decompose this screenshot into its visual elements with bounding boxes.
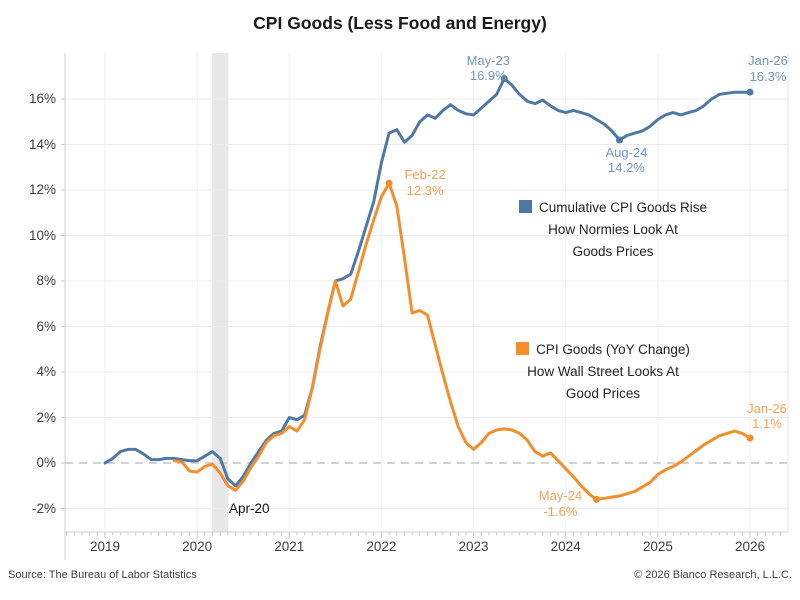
annotation-line: -1.6%	[543, 503, 578, 519]
recession-band	[211, 53, 229, 532]
legend-label: Cumulative CPI Goods Rise	[538, 200, 708, 215]
annotation-line: 12.3%	[406, 182, 444, 198]
data-point-dot-feb-22-peak	[385, 179, 393, 187]
y-tick-label: 6%	[36, 318, 56, 334]
annotation-line: Jan-26	[748, 53, 788, 69]
annotation-line: 14.2%	[608, 160, 645, 176]
legend-subtitle: Goods Prices	[572, 244, 654, 259]
x-tick-label: 2023	[458, 539, 489, 554]
copyright-note: © 2026 Bianco Research, L.L.C.	[634, 569, 792, 581]
y-tick-label: 2%	[36, 409, 56, 425]
legend-row: CPI Goods (YoY Change)	[453, 339, 753, 361]
chart-title: CPI Goods (Less Food and Energy)	[253, 13, 547, 33]
data-point-dot-may-24-trough	[592, 495, 600, 503]
x-tick-label: 2022	[366, 539, 397, 554]
y-tick-label: 10%	[28, 227, 56, 243]
legend-row: Cumulative CPI Goods Rise	[463, 197, 763, 219]
x-tick-label: 2024	[550, 539, 581, 554]
annotation-line: 16.3%	[749, 68, 787, 84]
x-tick-label: 2026	[734, 539, 766, 554]
legend-swatch-orange-icon	[516, 342, 530, 355]
annotation-line: May-23	[466, 52, 510, 68]
legend-label: CPI Goods (YoY Change)	[536, 342, 690, 357]
legend-yoy-cpi: CPI Goods (YoY Change) How Wall Street L…	[453, 339, 753, 405]
annotation-line: Feb-22	[404, 167, 446, 183]
yoy-cpi-line	[172, 181, 752, 501]
data-point-dot-jan-26-cumulative	[746, 88, 754, 96]
annotation-line: 16.9%	[469, 68, 507, 84]
y-tick-label: -2%	[31, 500, 56, 516]
annotation-feb-22-peak: Feb-22 12.3%	[404, 167, 445, 198]
source-note: Source: The Bureau of Labor Statistics	[8, 569, 197, 581]
annotation-jan-26-yoy: Jan-26 1.1%	[747, 401, 787, 432]
annotation-may-24-trough: May-24 -1.6%	[539, 488, 582, 519]
legend-swatch-blue-icon	[518, 200, 532, 213]
annotation-may-23-peak: May-23 16.9%	[467, 53, 510, 84]
y-tick-label: 14%	[28, 136, 56, 152]
data-point-dot-may-23-peak	[500, 75, 508, 83]
data-point-dot-jan-26-yoy	[746, 434, 754, 442]
legend-subtitle: Good Prices	[565, 386, 641, 401]
y-tick-label: 4%	[36, 364, 56, 379]
y-tick-label: 16%	[28, 91, 56, 106]
annotation-aug-24-dip: Aug-24 14.2%	[605, 145, 647, 176]
annotation-line: Jan-26	[747, 400, 787, 416]
data-point-dot-aug-24-dip	[615, 136, 623, 144]
annotation-line: Aug-24	[605, 144, 648, 160]
annotation-line: May-24	[538, 488, 583, 504]
x-tick-label: 2021	[274, 539, 305, 554]
legend-subtitle: How Normies Look At	[548, 222, 678, 237]
cumulative-cpi-line	[103, 77, 752, 488]
recession-band-label: Apr-20	[229, 501, 270, 516]
y-tick-label: 8%	[36, 273, 56, 288]
x-tick-label: 2025	[642, 539, 673, 554]
annotation-jan-26-cumulative: Jan-26 16.3%	[748, 53, 788, 84]
y-tick-label: 12%	[28, 182, 56, 197]
legend-cumulative-cpi: Cumulative CPI Goods Rise How Normies Lo…	[463, 197, 763, 263]
annotation-line: 1.1%	[752, 416, 782, 432]
y-tick-label: 0%	[36, 455, 56, 470]
x-tick-label: 2019	[89, 539, 121, 554]
x-tick-label: 2020	[182, 539, 213, 554]
legend-subtitle: How Wall Street Looks At	[527, 364, 679, 379]
